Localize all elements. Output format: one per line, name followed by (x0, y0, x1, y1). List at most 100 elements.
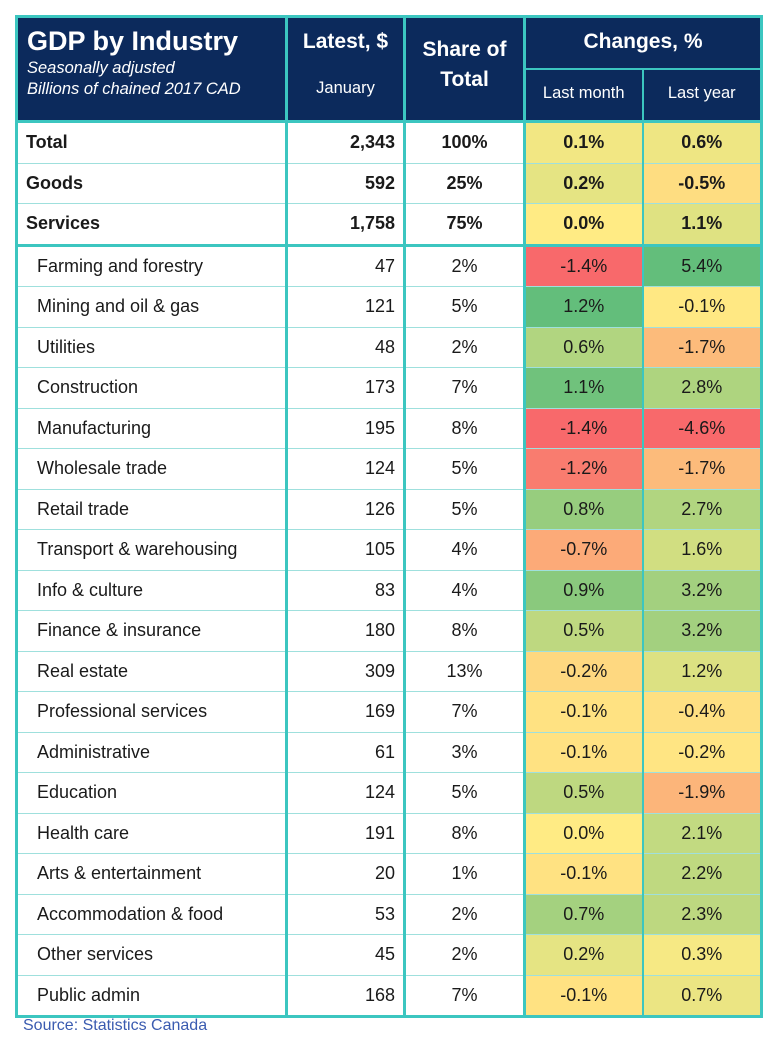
table-row: Services 1,758 75% 0.0% 1.1% (16, 203, 762, 247)
last-year-header: Last year (642, 68, 762, 122)
last-year-change: 1.2% (642, 651, 762, 692)
latest-value: 2,343 (286, 120, 406, 164)
last-month-change: 0.5% (524, 772, 644, 814)
share-value: 5% (404, 448, 526, 490)
table-row: Professional services 169 7% -0.1% -0.4% (16, 691, 762, 733)
last-year-change: 5.4% (642, 245, 762, 287)
last-year-change: 2.7% (642, 489, 762, 530)
table-row: Other services 45 2% 0.2% 0.3% (16, 934, 762, 976)
table-row: Public admin 168 7% -0.1% 0.7% (16, 975, 762, 1017)
latest-value: 105 (286, 529, 406, 571)
header-row: GDP by Industry Seasonally adjusted Bill… (16, 16, 762, 122)
last-year-change: -4.6% (642, 408, 762, 449)
table-row: Info & culture 83 4% 0.9% 3.2% (16, 570, 762, 611)
share-value: 100% (404, 120, 526, 164)
table-row: Education 124 5% 0.5% -1.9% (16, 772, 762, 814)
latest-value: 592 (286, 163, 406, 204)
table-row: Utilities 48 2% 0.6% -1.7% (16, 327, 762, 368)
latest-value: 53 (286, 894, 406, 935)
industry-name: Total (16, 120, 288, 164)
table-row: Transport & warehousing 105 4% -0.7% 1.6% (16, 529, 762, 571)
industry-name: Transport & warehousing (16, 529, 288, 571)
industry-name: Manufacturing (16, 408, 288, 449)
industry-name: Retail trade (16, 489, 288, 530)
table-row: Health care 191 8% 0.0% 2.1% (16, 813, 762, 854)
share-value: 8% (404, 610, 526, 652)
industry-name: Education (16, 772, 288, 814)
source-note: Source: Statistics Canada (23, 1017, 208, 1034)
last-month-change: 0.6% (524, 327, 644, 368)
table-body: Total 2,343 100% 0.1% 0.6% Goods 592 25% 0.2% -0.… (16, 120, 762, 1017)
last-year-change: -0.5% (642, 163, 762, 204)
table-row: Real estate 309 13% -0.2% 1.2% (16, 651, 762, 692)
last-year-change: -1.7% (642, 327, 762, 368)
latest-value: 191 (286, 813, 406, 854)
last-month-change: -0.2% (524, 651, 644, 692)
share-value: 75% (404, 203, 526, 247)
share-value: 4% (404, 570, 526, 611)
last-year-change: 0.3% (642, 934, 762, 976)
table-row: Administrative 61 3% -0.1% -0.2% (16, 732, 762, 773)
latest-value: 20 (286, 853, 406, 895)
changes-label: Changes, % (583, 30, 703, 53)
last-month-change: -0.1% (524, 975, 644, 1017)
industry-name: Administrative (16, 732, 288, 773)
industry-name: Professional services (16, 691, 288, 733)
last-year-change: -1.7% (642, 448, 762, 490)
last-month-change: 0.2% (524, 934, 644, 976)
industry-name: Utilities (16, 327, 288, 368)
last-month-change: 0.9% (524, 570, 644, 611)
table-row: Accommodation & food 53 2% 0.7% 2.3% (16, 894, 762, 935)
header-row-sub: Last month Last year (17, 68, 762, 122)
subtitle-units: Billions of chained 2017 CAD (27, 80, 241, 98)
industry-name: Services (16, 203, 288, 247)
last-year-change: 0.6% (642, 120, 762, 164)
share-value: 2% (404, 894, 526, 935)
last-year-change: 2.8% (642, 367, 762, 409)
last-month-change: 1.1% (524, 367, 644, 409)
share-value: 8% (404, 408, 526, 449)
industry-name: Public admin (16, 975, 288, 1017)
latest-value: 83 (286, 570, 406, 611)
latest-value: 47 (286, 245, 406, 287)
share-value: 3% (404, 732, 526, 773)
latest-value: 169 (286, 691, 406, 733)
last-month-change: -1.4% (524, 408, 644, 449)
share-value: 1% (404, 853, 526, 895)
share-value: 7% (404, 367, 526, 409)
latest-value: 1,758 (286, 203, 406, 247)
latest-value: 61 (286, 732, 406, 773)
share-value: 13% (404, 651, 526, 692)
latest-value: 195 (286, 408, 406, 449)
table-row: Wholesale trade 124 5% -1.2% -1.7% (16, 448, 762, 490)
last-month-change: 0.7% (524, 894, 644, 935)
share-value: 5% (404, 286, 526, 328)
last-month-header: Last month (524, 68, 644, 122)
industry-name: Mining and oil & gas (16, 286, 288, 328)
industry-name: Accommodation & food (16, 894, 288, 935)
share-value: 25% (404, 163, 526, 204)
last-month-change: -0.1% (524, 732, 644, 773)
latest-value: 121 (286, 286, 406, 328)
last-year-change: 3.2% (642, 610, 762, 652)
last-month-change: -0.1% (524, 853, 644, 895)
last-month-change: -0.7% (524, 529, 644, 571)
industry-name: Finance & insurance (16, 610, 288, 652)
table-row: Arts & entertainment 20 1% -0.1% 2.2% (16, 853, 762, 895)
industry-name: Construction (16, 367, 288, 409)
subtitle-seasonal: Seasonally adjusted (27, 59, 175, 77)
last-month-change: -0.1% (524, 691, 644, 733)
latest-value: 48 (286, 327, 406, 368)
table-row: Farming and forestry 47 2% -1.4% 5.4% (16, 245, 762, 287)
industry-name: Wholesale trade (16, 448, 288, 490)
share-line2: Total (440, 68, 489, 91)
latest-value: 124 (286, 772, 406, 814)
industry-name: Real estate (16, 651, 288, 692)
share-value: 7% (404, 691, 526, 733)
last-month-change: 0.0% (524, 203, 644, 247)
last-month-change: -1.2% (524, 448, 644, 490)
table-row: Manufacturing 195 8% -1.4% -4.6% (16, 408, 762, 449)
share-value: 7% (404, 975, 526, 1017)
last-month-change: 0.8% (524, 489, 644, 530)
last-year-change: -1.9% (642, 772, 762, 814)
